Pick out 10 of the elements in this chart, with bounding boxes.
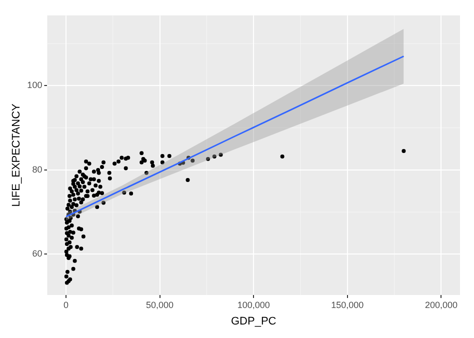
x-axis-title: GDP_PC [230,315,276,328]
x-tick-label: 0 [63,300,68,310]
y-tick-label: 60 [32,248,42,259]
y-tick-label: 80 [32,164,42,174]
x-tick-label: 150,000 [331,300,364,310]
x-tick-label: 50,000 [146,300,174,310]
y-axis-title: LIFE_EXPECTANCY [10,102,23,207]
y-tick-label: 100 [27,80,42,90]
x-tick-label: 100,000 [237,300,270,310]
x-tick-label: 200,000 [424,300,458,310]
